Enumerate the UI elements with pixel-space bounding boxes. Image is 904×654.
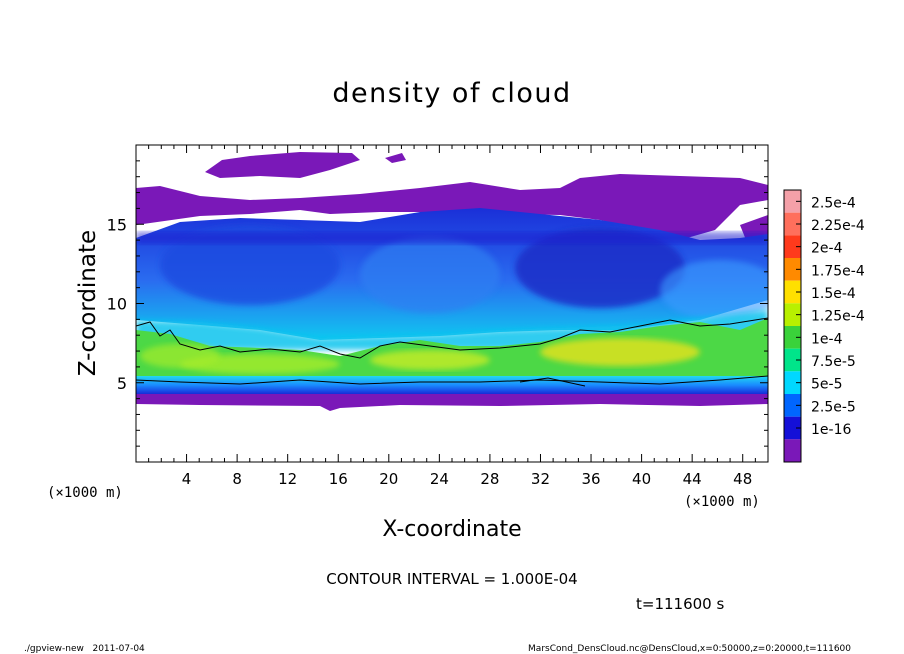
upper-cloud-wisps — [136, 152, 768, 245]
colorbar-swatch — [784, 394, 801, 417]
y-axis-label: Z-coordinate — [75, 230, 101, 376]
colorbar-swatch — [784, 416, 801, 440]
colorbar-label: 7.5e-5 — [811, 354, 856, 370]
x-tick-label: 48 — [733, 470, 752, 488]
x-tick-label: 36 — [581, 470, 600, 488]
x-unit-label: (×1000 m) — [684, 494, 760, 510]
x-tick-label: 28 — [480, 470, 499, 488]
colorbar-label: 1e-16 — [811, 422, 851, 438]
colorbar-swatch — [784, 371, 801, 394]
x-tick-label: 8 — [232, 470, 242, 488]
x-tick-label: 40 — [632, 470, 651, 488]
chart-title: density of cloud — [332, 78, 571, 109]
y-tick-label: 10 — [107, 295, 127, 314]
x-tick-label: 4 — [182, 470, 192, 488]
colorbar-label: 2e-4 — [811, 241, 843, 257]
plot-field — [136, 145, 768, 462]
colorbar-swatch — [784, 326, 801, 349]
x-axis-label: X-coordinate — [382, 517, 521, 542]
footer-right: MarsCond_DensCloud.nc@DensCloud,x=0:5000… — [528, 644, 851, 654]
contour-lines — [136, 317, 768, 387]
y-tick-label: 5 — [117, 374, 127, 393]
colorbar-label: 2.5e-5 — [811, 399, 856, 415]
colorbar-swatch — [784, 235, 801, 258]
x-tick-label: 16 — [329, 470, 348, 488]
colorbar-label: 2.25e-4 — [811, 218, 865, 234]
x-tick-label: 44 — [683, 470, 702, 488]
colorbar-swatch — [784, 280, 801, 304]
colorbar-label: 1.5e-4 — [811, 286, 856, 302]
colorbar: 2.5e-4 2.25e-4 2e-4 1.75e-4 1.5e-4 1.25e-4 1e-… — [783, 189, 865, 463]
y-unit-label: (×1000 m) — [47, 485, 123, 501]
x-tick-label: 20 — [379, 470, 398, 488]
colorbar-swatch — [784, 212, 801, 236]
x-tick-label: 24 — [430, 470, 449, 488]
colorbar-label: 5e-5 — [811, 377, 842, 393]
y-tick-label: 15 — [107, 215, 127, 234]
x-tick-label: 32 — [531, 470, 550, 488]
colorbar-frame — [783, 189, 802, 463]
cloud-base-layer — [136, 394, 768, 411]
blue-cloud-band — [136, 208, 768, 340]
colorbar-label: 1e-4 — [811, 331, 843, 347]
colorbar-label: 1.25e-4 — [811, 309, 865, 325]
colorbar-label: 2.5e-4 — [811, 195, 856, 211]
contour-interval-text: CONTOUR INTERVAL = 1.000E-04 — [326, 570, 577, 588]
lower-blue-layer — [136, 376, 768, 396]
time-text: t=111600 s — [636, 595, 724, 613]
footer-left: ./gpview-new 2011-07-04 — [24, 644, 145, 654]
colorbar-swatch — [784, 190, 801, 213]
colorbar-swatch — [784, 439, 801, 462]
colorbar-swatch — [784, 258, 801, 281]
colorbar-label: 1.75e-4 — [811, 263, 865, 279]
colorbar-swatch — [784, 348, 801, 372]
y-axis: 5 10 15 — [107, 160, 768, 447]
x-axis: 4 8 12 16 20 24 28 32 36 40 44 48 — [148, 145, 756, 488]
x-tick-label: 12 — [278, 470, 297, 488]
colorbar-swatch — [784, 303, 801, 326]
